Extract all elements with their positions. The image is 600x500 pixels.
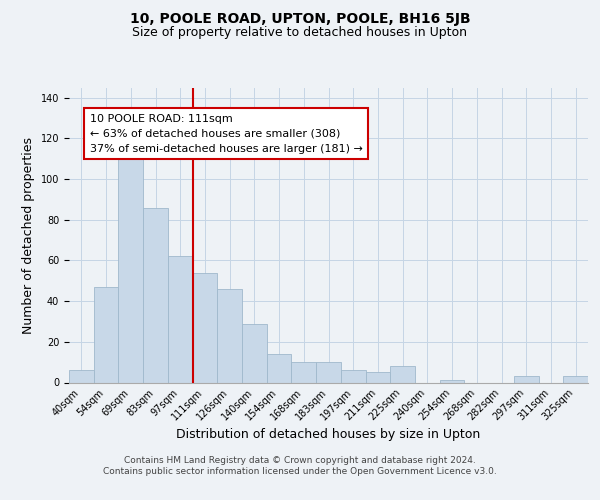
Bar — [341, 370, 365, 382]
Bar — [217, 289, 242, 382]
Bar — [242, 324, 267, 382]
Bar — [390, 366, 415, 382]
Bar — [168, 256, 193, 382]
Bar — [267, 354, 292, 382]
Bar — [316, 362, 341, 382]
Bar — [143, 208, 168, 382]
Bar — [193, 272, 217, 382]
Bar — [69, 370, 94, 382]
Text: 10, POOLE ROAD, UPTON, POOLE, BH16 5JB: 10, POOLE ROAD, UPTON, POOLE, BH16 5JB — [130, 12, 470, 26]
Text: Contains public sector information licensed under the Open Government Licence v3: Contains public sector information licen… — [103, 468, 497, 476]
Bar — [563, 376, 588, 382]
X-axis label: Distribution of detached houses by size in Upton: Distribution of detached houses by size … — [176, 428, 481, 441]
Bar — [440, 380, 464, 382]
Text: Contains HM Land Registry data © Crown copyright and database right 2024.: Contains HM Land Registry data © Crown c… — [124, 456, 476, 465]
Bar — [118, 158, 143, 382]
Y-axis label: Number of detached properties: Number of detached properties — [22, 136, 35, 334]
Bar — [292, 362, 316, 382]
Text: Size of property relative to detached houses in Upton: Size of property relative to detached ho… — [133, 26, 467, 39]
Bar — [514, 376, 539, 382]
Text: 10 POOLE ROAD: 111sqm
← 63% of detached houses are smaller (308)
37% of semi-det: 10 POOLE ROAD: 111sqm ← 63% of detached … — [90, 114, 363, 154]
Bar — [365, 372, 390, 382]
Bar — [94, 287, 118, 382]
